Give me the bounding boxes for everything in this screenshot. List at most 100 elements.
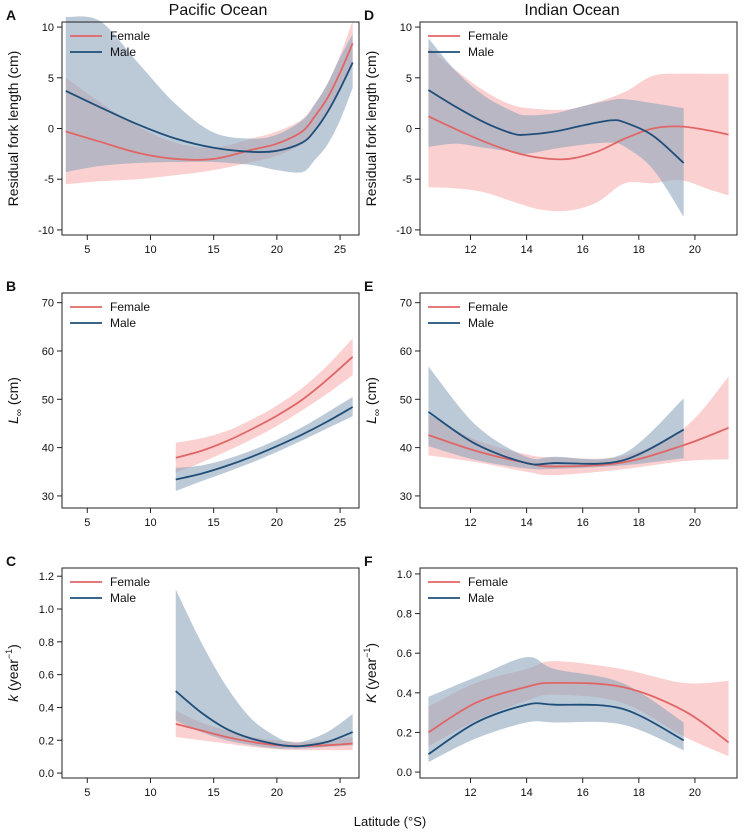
legend-label-male: Male [468, 316, 494, 330]
y-tick-label: 30 [42, 491, 54, 503]
x-tick-label: 10 [144, 517, 156, 529]
x-tick-label: 25 [334, 517, 346, 529]
panels-group: 5 10 15 20 25 -10 -5 0 5 10 A Residual fork length … [4, 7, 738, 799]
x-tick-label: 12 [464, 244, 476, 256]
series-line-female [427, 681, 730, 744]
y-tick-label: 40 [42, 443, 54, 455]
y-tick-label: 0.2 [397, 727, 412, 739]
series-line-male [427, 702, 685, 755]
x-tick-label: 25 [334, 244, 346, 256]
panel-a: 5 10 15 20 25 -10 -5 0 5 10 A Residual fork length … [5, 7, 360, 256]
y-axis-label: Residual fork length (cm) [363, 51, 379, 207]
y-tick-label: 1.0 [39, 604, 54, 616]
legend-label-male: Male [110, 591, 136, 605]
legend-label-female: Female [110, 575, 150, 589]
y-tick-label: 0.8 [39, 637, 54, 649]
x-tick-label: 20 [271, 244, 283, 256]
y-tick-label: 0.6 [397, 648, 412, 660]
x-tick-label: 14 [520, 517, 532, 529]
x-tick-label: 20 [689, 244, 701, 256]
ci-band-female [175, 710, 353, 751]
y-tick-label: -5 [44, 174, 54, 186]
panel-b: 5 10 15 20 25 30 40 50 60 70 B L∞ (cm) Female Male [5, 278, 360, 529]
series-line-male [175, 406, 354, 481]
y-tick-label: 1.0 [397, 569, 412, 581]
y-tick-label: 30 [400, 491, 412, 503]
ci-band-male [428, 38, 684, 217]
legend: Female Male [428, 575, 508, 605]
y-tick-label: 0 [406, 124, 412, 136]
x-tick-label: 20 [689, 517, 701, 529]
x-tick-label: 12 [464, 787, 476, 799]
y-axis-label: L∞ (cm) [5, 377, 25, 424]
y-tick-label: 70 [42, 298, 54, 310]
panel-c: 5 10 15 20 25 0.0 0.2 0.4 0.6 0.8 1.0 1.2 Ck (year−1… [4, 553, 360, 799]
plot-frame [61, 292, 360, 509]
x-tick-label: 10 [144, 244, 156, 256]
x-tick-label: 12 [464, 517, 476, 529]
panel-letter: E [364, 278, 373, 294]
x-tick-label: 16 [577, 244, 589, 256]
y-axis-label: L∞ (cm) [363, 377, 383, 424]
x-tick-label: 25 [334, 787, 346, 799]
x-tick-label: 16 [577, 517, 589, 529]
ci-band-female [175, 338, 353, 473]
panel-letter: C [6, 553, 16, 569]
panel-letter: F [364, 553, 373, 569]
panel-d: 12 14 16 18 20 -10 -5 0 5 10 D Residual fork length… [363, 7, 738, 256]
ci-band-male [428, 366, 684, 470]
y-tick-label: -10 [38, 225, 54, 237]
y-tick-label: 0.8 [397, 609, 412, 621]
series-line-female [65, 42, 354, 161]
legend-label-male: Male [468, 591, 494, 605]
x-tick-label: 20 [689, 787, 701, 799]
x-tick-label: 16 [577, 787, 589, 799]
y-tick-label: 0.4 [39, 702, 54, 714]
y-tick-label: 5 [48, 73, 54, 85]
x-tick-label: 10 [144, 787, 156, 799]
legend: Female Male [428, 29, 508, 59]
y-tick-label: 10 [400, 22, 412, 34]
x-tick-label: 15 [208, 787, 220, 799]
series-line-female [175, 356, 354, 459]
legend: Female Male [70, 300, 150, 330]
y-tick-label: 0.0 [397, 767, 412, 779]
y-tick-label: 0.4 [397, 688, 412, 700]
x-tick-label: 20 [271, 787, 283, 799]
plot-frame [61, 567, 360, 779]
y-tick-label: 5 [406, 73, 412, 85]
x-axis-label: Latitude (°S) [354, 814, 426, 829]
legend: Female Male [70, 29, 150, 59]
y-tick-label: 50 [42, 394, 54, 406]
y-tick-label: -10 [396, 225, 412, 237]
x-tick-label: 14 [520, 787, 532, 799]
legend-label-male: Male [110, 316, 136, 330]
panel-letter: D [364, 7, 374, 23]
ci-band-male [175, 589, 353, 749]
x-tick-label: 5 [84, 787, 90, 799]
legend-label-female: Female [110, 29, 150, 43]
series-line-male [427, 89, 685, 164]
panel-e: 12 14 16 18 20 30 40 50 60 70 E L∞ (cm) Female Male [363, 278, 738, 529]
panel-f: 12 14 16 18 20 0.0 0.2 0.4 0.6 0.8 1.0 F K (year−1) F… [362, 553, 738, 799]
column-title-indian: Indian Ocean [524, 2, 619, 19]
y-tick-label: 0.6 [39, 670, 54, 682]
y-tick-label: 60 [400, 346, 412, 358]
y-tick-label: 0.0 [39, 768, 54, 780]
legend: Female Male [70, 575, 150, 605]
y-axis-label: Residual fork length (cm) [5, 51, 21, 207]
y-tick-label: 0 [48, 124, 54, 136]
x-tick-label: 15 [208, 244, 220, 256]
y-tick-label: 1.2 [39, 571, 54, 583]
series-line-male [65, 62, 354, 154]
y-axis-label: k (year−1) [4, 644, 21, 702]
legend-label-male: Male [468, 45, 494, 59]
panel-letter: B [6, 278, 16, 294]
y-tick-label: -5 [402, 174, 412, 186]
y-tick-label: 0.2 [39, 735, 54, 747]
plot-frame [419, 292, 738, 509]
x-tick-label: 18 [633, 787, 645, 799]
x-tick-label: 18 [633, 517, 645, 529]
x-tick-label: 18 [633, 244, 645, 256]
